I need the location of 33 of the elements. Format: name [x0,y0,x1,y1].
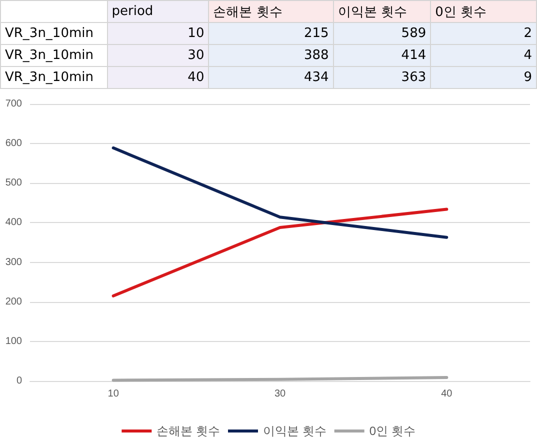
x-tick-label: 40 [441,388,453,400]
y-tick-label: 200 [5,296,22,308]
text: VR_3n_10min [0,44,108,66]
y-tick-label: 700 [5,98,22,110]
text: 434 [208,66,334,88]
text: 4 [430,44,536,66]
text: 2 [430,22,536,44]
y-tick-label: 300 [5,256,22,268]
text: 40 [107,66,209,88]
text: 363 [333,66,431,88]
y-tick-label: 500 [5,178,22,189]
y-tick-label: 400 [5,217,22,228]
text: 10 [107,22,209,44]
text: 589 [333,22,431,44]
y-tick-label: 600 [5,138,22,150]
text: 30 [107,44,209,66]
text: VR_3n_10min [0,22,108,44]
text: VR_3n_10min [0,66,108,88]
text: 414 [333,44,431,66]
legend-label: 손해본 횟수 [156,424,220,438]
text: 이익본 횟수 [333,0,431,22]
x-tick-label: 10 [108,388,120,400]
y-tick-label: 100 [5,336,22,347]
text: 388 [208,44,334,66]
text: 0인 횟수 [430,0,536,22]
text: 9 [430,66,536,88]
text: 손해본 횟수 [208,0,334,22]
legend-label: 0인 횟수 [369,424,416,438]
text: period [107,0,209,22]
text: 215 [208,22,334,44]
x-tick-label: 30 [274,388,286,400]
legend-label: 이익본 횟수 [262,424,326,438]
y-tick-label: 0 [16,376,22,386]
